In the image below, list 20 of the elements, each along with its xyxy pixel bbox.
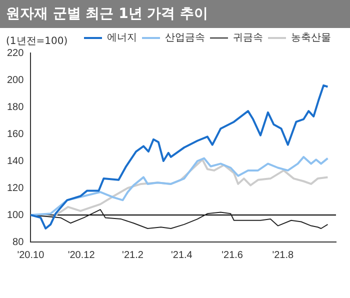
- x-tick-label: '21.4: [170, 250, 193, 261]
- y-tick-label: 120: [6, 182, 24, 194]
- legend-label: 귀금속: [233, 32, 263, 44]
- x-tick-label: '21.2: [122, 250, 144, 261]
- y-tick-label: 220: [6, 48, 24, 59]
- y-axis-title: (1년전=100): [6, 35, 68, 48]
- x-tick-label: '20.12: [68, 250, 96, 261]
- y-tick-label: 140: [6, 156, 24, 167]
- y-tick-label: 80: [12, 236, 24, 248]
- y-tick-label: 100: [6, 210, 24, 221]
- legend-label: 에너지: [107, 32, 137, 44]
- legend-label: 산업금속: [165, 32, 205, 44]
- chart-title: 원자재 군별 최근 1년 가격 추이: [0, 0, 350, 28]
- x-tick-label: '21.8: [272, 250, 294, 261]
- y-tick-label: 200: [6, 74, 24, 86]
- x-tick-label: '21.6: [222, 250, 244, 261]
- legend-label: 농축산물: [291, 32, 331, 44]
- y-tick-label: 160: [6, 128, 24, 140]
- x-tick-label: '20.10: [17, 250, 45, 261]
- y-tick-label: 180: [6, 102, 24, 113]
